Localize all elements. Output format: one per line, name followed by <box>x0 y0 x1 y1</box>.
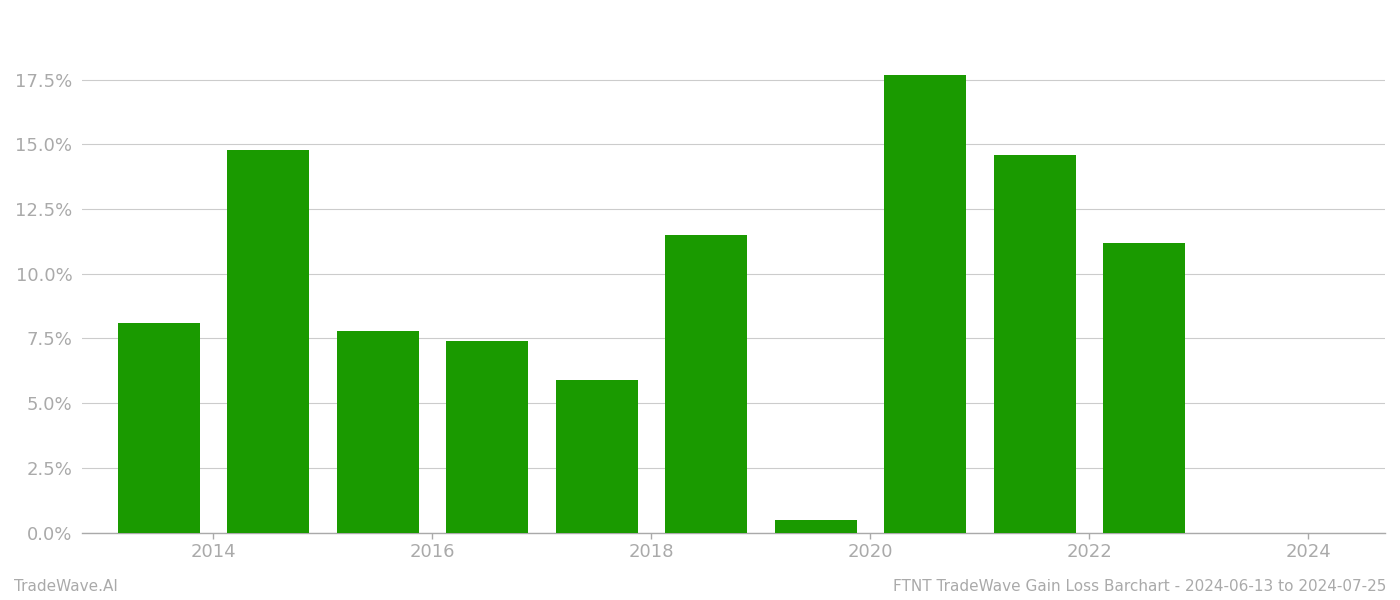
Bar <box>774 520 857 533</box>
Bar <box>883 74 966 533</box>
Bar <box>665 235 748 533</box>
Bar <box>336 331 419 533</box>
Text: TradeWave.AI: TradeWave.AI <box>14 579 118 594</box>
Bar <box>447 341 528 533</box>
Bar <box>118 323 200 533</box>
Text: FTNT TradeWave Gain Loss Barchart - 2024-06-13 to 2024-07-25: FTNT TradeWave Gain Loss Barchart - 2024… <box>893 579 1386 594</box>
Bar <box>994 155 1075 533</box>
Bar <box>1103 243 1186 533</box>
Bar <box>227 149 309 533</box>
Bar <box>556 380 637 533</box>
